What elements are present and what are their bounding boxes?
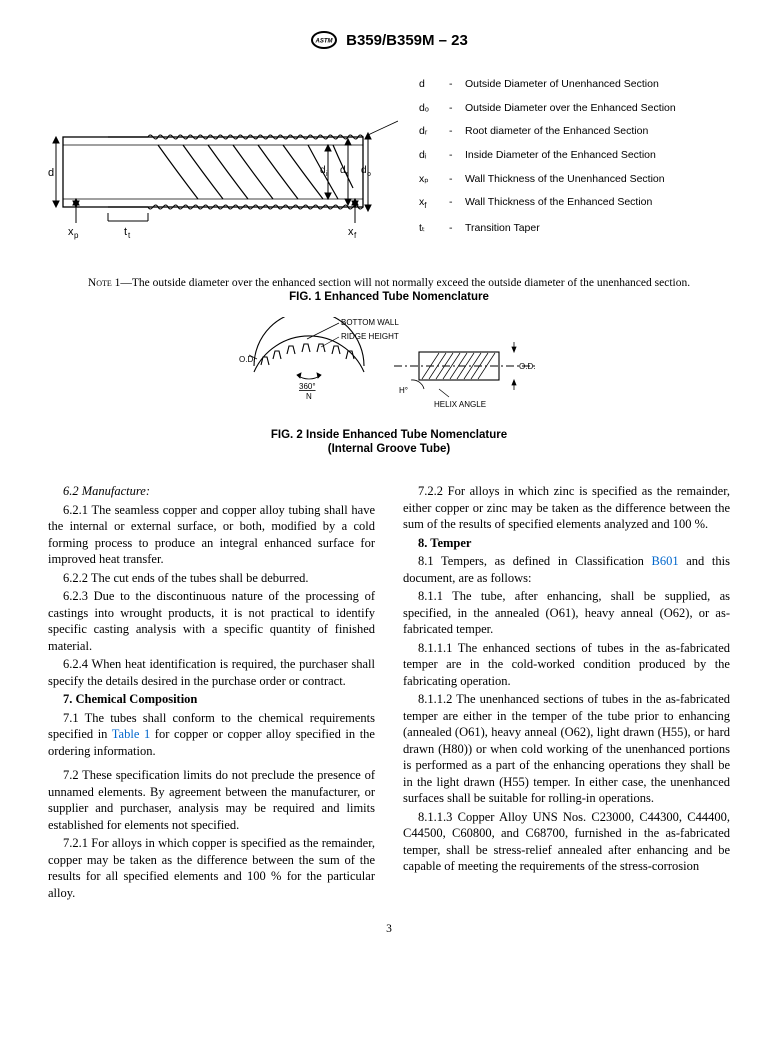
designation: B359/B359M – 23: [346, 32, 468, 49]
legend-sym: dᵣ: [416, 120, 446, 144]
fig2-label-ridge: RIDGE HEIGHT: [341, 332, 399, 341]
fig1-note: Note 1—The outside diameter over the enh…: [48, 277, 730, 289]
sec-7: 7. Chemical Composition: [63, 692, 197, 706]
p-6-2-4: 6.2.4 When heat identification is requir…: [48, 656, 375, 689]
svg-text:d: d: [340, 165, 346, 176]
legend-desc: Transition Taper: [462, 217, 679, 241]
fig2-label-od2: O.D.: [519, 362, 535, 371]
p-8-1-1-1: 8.1.1.1 The enhanced sections of tubes i…: [403, 640, 730, 690]
p-8-1-1-2: 8.1.1.2 The unenhanced sections of tubes…: [403, 691, 730, 807]
svg-text:ASTM: ASTM: [315, 39, 334, 45]
fig2-label-n: N: [306, 392, 312, 401]
link-table1[interactable]: Table 1: [112, 727, 150, 741]
svg-text:o: o: [367, 171, 371, 178]
p-7-2-2: 7.2.2 For alloys in which zinc is specif…: [403, 483, 730, 533]
legend-sym: xₚ: [416, 168, 446, 192]
legend-sym: dₒ: [416, 97, 446, 121]
fig2-label-helix: HELIX ANGLE: [434, 400, 486, 409]
svg-text:r: r: [346, 171, 349, 178]
legend-desc: Inside Diameter of the Enhanced Section: [462, 144, 679, 168]
fig2-label-od: O.D.: [239, 355, 255, 364]
svg-text:t: t: [128, 231, 131, 240]
fig2-caption-2: (Internal Groove Tube): [48, 443, 730, 455]
link-b601[interactable]: B601: [652, 554, 679, 568]
page-header: ASTM B359/B359M – 23: [48, 30, 730, 55]
fig1-label-d: d: [48, 167, 54, 179]
legend-sym: dᵢ: [416, 144, 446, 168]
fig1-legend: d-Outside Diameter of Unenhanced Section…: [416, 73, 730, 273]
fig2-diagram: O.D. BOTTOM WALL RIDGE HEIGHT 360° N: [239, 317, 539, 422]
p-8-1-1-3: 8.1.1.3 Copper Alloy UNS Nos. C23000, C4…: [403, 809, 730, 875]
p-6-2-3: 6.2.3 Due to the discontinuous nature of…: [48, 588, 375, 654]
body-columns: 6.2 Manufacture: 6.2.1 The seamless copp…: [48, 483, 730, 901]
fig1-caption: FIG. 1 Enhanced Tube Nomenclature: [48, 291, 730, 303]
p-6-2-2: 6.2.2 The cut ends of the tubes shall be…: [48, 570, 375, 587]
p-6-2-1: 6.2.1 The seamless copper and copper all…: [48, 502, 375, 568]
fig1-area: d xp tt: [48, 73, 730, 273]
p-7-2-1: 7.2.1 For alloys in which copper is spec…: [48, 835, 375, 901]
astm-logo: ASTM: [310, 30, 338, 50]
legend-sym: d: [416, 73, 446, 97]
p-8-1-1: 8.1.1 The tube, after enhancing, shall b…: [403, 588, 730, 638]
svg-text:p: p: [74, 231, 79, 240]
svg-text:f: f: [354, 231, 357, 240]
fig2-label-h: H°: [399, 386, 408, 395]
sec-6-2: 6.2 Manufacture:: [63, 484, 150, 498]
legend-desc: Wall Thickness of the Enhanced Section: [462, 191, 679, 216]
sec-8: 8. Temper: [418, 536, 471, 550]
svg-text:d: d: [320, 165, 326, 176]
fig1-diagram: d xp tt: [48, 113, 398, 273]
p-7-1: 7.1 The tubes shall conform to the chemi…: [48, 710, 375, 760]
legend-desc: Wall Thickness of the Unenhanced Section: [462, 168, 679, 192]
p-7-2: 7.2 These specification limits do not pr…: [48, 767, 375, 833]
fig2-label-360: 360°: [299, 382, 316, 391]
fig2-label-bottomwall: BOTTOM WALL: [341, 318, 399, 327]
svg-text:t: t: [124, 226, 127, 238]
legend-sym: tₜ: [416, 217, 446, 241]
page: ASTM B359/B359M – 23: [0, 0, 778, 955]
legend-desc: Root diameter of the Enhanced Section: [462, 120, 679, 144]
legend-desc: Outside Diameter over the Enhanced Secti…: [462, 97, 679, 121]
page-number: 3: [48, 923, 730, 935]
fig2-caption-1: FIG. 2 Inside Enhanced Tube Nomenclature: [48, 429, 730, 441]
fig2-area: O.D. BOTTOM WALL RIDGE HEIGHT 360° N: [48, 317, 730, 455]
svg-text:d: d: [361, 165, 367, 176]
legend-desc: Outside Diameter of Unenhanced Section: [462, 73, 679, 97]
p-8-1: 8.1 Tempers, as defined in Classificatio…: [403, 553, 730, 586]
